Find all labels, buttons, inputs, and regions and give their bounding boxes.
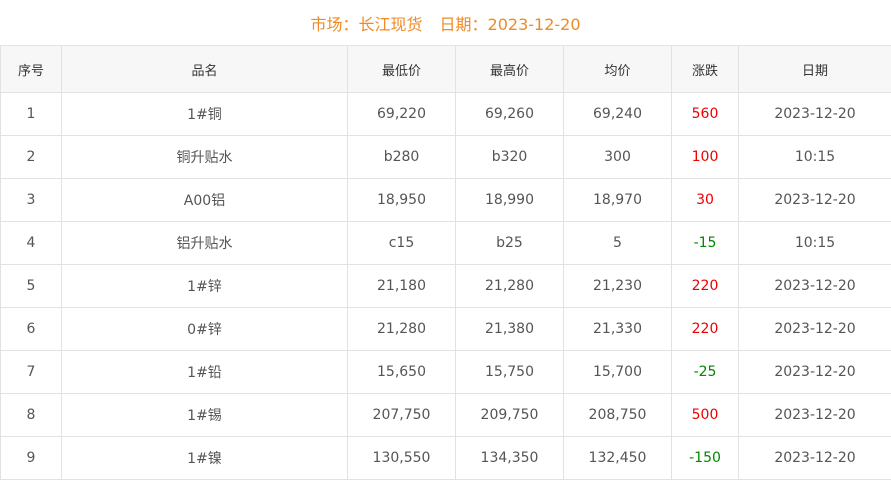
cell-change: 30: [671, 178, 739, 222]
cell-date: 2023-12-20: [738, 264, 891, 308]
cell-high: 15,750: [455, 350, 564, 394]
table-row: 1 1#铜 69,220 69,260 69,240 560 2023-12-20: [0, 92, 891, 136]
table-row: 4 铝升贴水 c15 b25 5 -15 10:15: [0, 221, 891, 265]
cell-low: 18,950: [347, 178, 456, 222]
price-table: 序号 品名 最低价 最高价 均价 涨跌 日期 1 1#铜 69,220 69,260 69,240 5…: [0, 45, 891, 480]
cell-low: 130,550: [347, 436, 456, 480]
column-header-avg: 均价: [563, 45, 672, 93]
cell-avg: 15,700: [563, 350, 672, 394]
cell-name: 1#铅: [61, 350, 348, 394]
cell-date: 2023-12-20: [738, 350, 891, 394]
cell-change: -25: [671, 350, 739, 394]
cell-avg: 18,970: [563, 178, 672, 222]
cell-name: 1#镍: [61, 436, 348, 480]
cell-avg: 21,230: [563, 264, 672, 308]
cell-low: 207,750: [347, 393, 456, 437]
cell-avg: 132,450: [563, 436, 672, 480]
table-row: 7 1#铅 15,650 15,750 15,700 -25 2023-12-20: [0, 350, 891, 394]
cell-change: 500: [671, 393, 739, 437]
cell-high: b25: [455, 221, 564, 265]
cell-low: 69,220: [347, 92, 456, 136]
cell-change: 220: [671, 307, 739, 351]
cell-name: 1#锡: [61, 393, 348, 437]
table-row: 3 A00铝 18,950 18,990 18,970 30 2023-12-20: [0, 178, 891, 222]
cell-avg: 300: [563, 135, 672, 179]
cell-date: 10:15: [738, 135, 891, 179]
table-row: 9 1#镍 130,550 134,350 132,450 -150 2023-12-20: [0, 436, 891, 480]
cell-index: 6: [0, 307, 62, 351]
table-row: 8 1#锡 207,750 209,750 208,750 500 2023-12-20: [0, 393, 891, 437]
cell-high: 69,260: [455, 92, 564, 136]
cell-date: 2023-12-20: [738, 436, 891, 480]
cell-high: 21,380: [455, 307, 564, 351]
table-header: 序号 品名 最低价 最高价 均价 涨跌 日期: [0, 45, 891, 93]
cell-change: -150: [671, 436, 739, 480]
cell-high: 21,280: [455, 264, 564, 308]
cell-index: 2: [0, 135, 62, 179]
cell-high: 18,990: [455, 178, 564, 222]
cell-index: 4: [0, 221, 62, 265]
cell-date: 10:15: [738, 221, 891, 265]
table-row: 6 0#锌 21,280 21,380 21,330 220 2023-12-20: [0, 307, 891, 351]
column-header-name: 品名: [61, 45, 348, 93]
column-header-high: 最高价: [455, 45, 564, 93]
cell-index: 1: [0, 92, 62, 136]
cell-high: 134,350: [455, 436, 564, 480]
cell-name: 铝升贴水: [61, 221, 348, 265]
cell-index: 7: [0, 350, 62, 394]
cell-low: b280: [347, 135, 456, 179]
cell-index: 8: [0, 393, 62, 437]
cell-avg: 21,330: [563, 307, 672, 351]
cell-change: 100: [671, 135, 739, 179]
cell-avg: 5: [563, 221, 672, 265]
cell-date: 2023-12-20: [738, 92, 891, 136]
table-row: 2 铜升贴水 b280 b320 300 100 10:15: [0, 135, 891, 179]
cell-index: 3: [0, 178, 62, 222]
cell-date: 2023-12-20: [738, 178, 891, 222]
column-header-index: 序号: [0, 45, 62, 93]
cell-change: -15: [671, 221, 739, 265]
cell-low: c15: [347, 221, 456, 265]
cell-low: 21,180: [347, 264, 456, 308]
cell-high: 209,750: [455, 393, 564, 437]
cell-high: b320: [455, 135, 564, 179]
cell-name: 铜升贴水: [61, 135, 348, 179]
cell-change: 220: [671, 264, 739, 308]
cell-low: 21,280: [347, 307, 456, 351]
column-header-low: 最低价: [347, 45, 456, 93]
table-row: 5 1#锌 21,180 21,280 21,230 220 2023-12-20: [0, 264, 891, 308]
cell-low: 15,650: [347, 350, 456, 394]
market-label: 市场：长江现货: [310, 15, 423, 34]
cell-index: 5: [0, 264, 62, 308]
cell-avg: 208,750: [563, 393, 672, 437]
cell-change: 560: [671, 92, 739, 136]
cell-name: A00铝: [61, 178, 348, 222]
column-header-date: 日期: [738, 45, 891, 93]
cell-name: 1#锌: [61, 264, 348, 308]
page-title: 市场：长江现货 日期：2023-12-20: [0, 0, 891, 45]
cell-date: 2023-12-20: [738, 307, 891, 351]
cell-name: 0#锌: [61, 307, 348, 351]
date-label: 日期：2023-12-20: [439, 15, 581, 34]
cell-avg: 69,240: [563, 92, 672, 136]
cell-name: 1#铜: [61, 92, 348, 136]
cell-date: 2023-12-20: [738, 393, 891, 437]
cell-index: 9: [0, 436, 62, 480]
column-header-change: 涨跌: [671, 45, 739, 93]
